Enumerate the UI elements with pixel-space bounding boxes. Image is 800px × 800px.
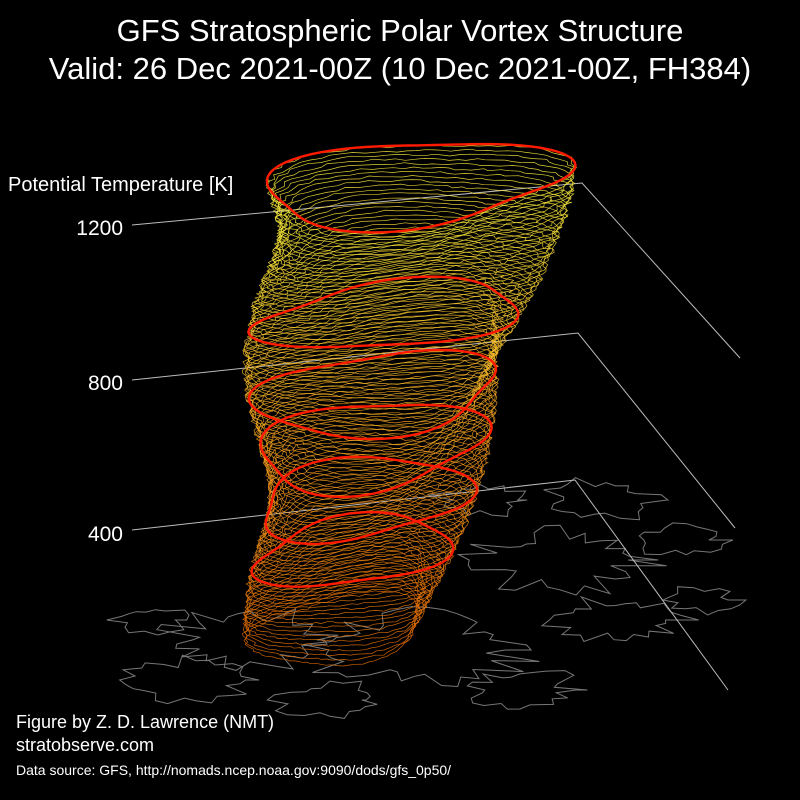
isentropic-contour bbox=[244, 314, 498, 396]
coastline-segment bbox=[303, 606, 540, 688]
isentropic-contour bbox=[259, 469, 473, 556]
grid-line bbox=[131, 332, 736, 529]
vortex-surface bbox=[241, 142, 578, 667]
isentropic-contour bbox=[263, 423, 491, 517]
highlighted-contour bbox=[247, 275, 520, 349]
isentropic-contour bbox=[261, 465, 475, 553]
isentropic-contour bbox=[271, 162, 576, 249]
highlighted-contour bbox=[259, 403, 493, 499]
coastline-segment bbox=[661, 586, 748, 616]
isentropic-contour bbox=[255, 379, 498, 476]
isentropic-contour bbox=[247, 532, 444, 605]
isentropic-contour bbox=[250, 501, 460, 580]
isentropic-contour bbox=[244, 341, 500, 431]
z-tick-label: 400 bbox=[88, 523, 123, 546]
coastline-map bbox=[106, 477, 748, 719]
coastline-segment bbox=[266, 680, 378, 719]
isentropic-contour bbox=[265, 148, 578, 238]
isentropic-contour bbox=[262, 218, 555, 294]
isentropic-contour bbox=[258, 230, 549, 306]
isentropic-contour bbox=[261, 415, 490, 509]
highlighted-contour bbox=[265, 142, 577, 234]
isentropic-contour bbox=[255, 393, 495, 489]
isentropic-contour bbox=[266, 439, 486, 532]
isentropic-contour bbox=[244, 549, 434, 620]
chart-subtitle: Valid: 26 Dec 2021-00Z (10 Dec 2021-00Z,… bbox=[48, 51, 752, 86]
isentropic-contour bbox=[264, 452, 481, 542]
coastline-segment bbox=[466, 670, 588, 710]
isentropic-contour bbox=[258, 407, 493, 502]
isentropic-contour bbox=[244, 303, 504, 380]
isentropic-contour bbox=[263, 214, 557, 291]
isentropic-contour bbox=[274, 175, 573, 260]
isentropic-contour bbox=[267, 205, 561, 284]
isentropic-contour bbox=[274, 179, 568, 263]
highlighted-contour bbox=[264, 455, 479, 546]
isentropic-contour bbox=[253, 243, 544, 317]
author-credit: Figure by Z. D. Lawrence (NMT) bbox=[16, 712, 275, 732]
isentropic-contour bbox=[271, 166, 575, 253]
z-tick-label: 1200 bbox=[76, 217, 123, 240]
data-source-credit: Data source: GFS, http://nomads.ncep.noa… bbox=[16, 762, 452, 778]
isentropic-contour bbox=[245, 345, 498, 436]
isentropic-contour bbox=[242, 310, 500, 390]
isentropic-contour bbox=[245, 536, 444, 609]
grid-line bbox=[131, 182, 741, 359]
isentropic-contour bbox=[252, 496, 463, 577]
coastline-segment bbox=[543, 477, 670, 521]
isentropic-contour bbox=[261, 222, 552, 298]
isentropic-contour bbox=[260, 226, 549, 302]
isentropic-contour bbox=[243, 322, 500, 406]
chart-title: GFS Stratospheric Polar Vortex Structure bbox=[116, 13, 684, 48]
isentropic-contour bbox=[248, 358, 500, 452]
isentropic-contour bbox=[258, 398, 496, 493]
isentropic-contour bbox=[273, 183, 569, 266]
grid-line bbox=[131, 479, 729, 691]
coastline-segment bbox=[106, 609, 190, 636]
z-axis-ticks: 400 800 1200 bbox=[76, 217, 123, 546]
isentropic-contour bbox=[268, 201, 563, 281]
isentropic-contour bbox=[251, 375, 498, 471]
isentropic-contour bbox=[255, 239, 544, 313]
isentropic-contour bbox=[258, 235, 547, 310]
isentropic-contour bbox=[244, 557, 432, 629]
isentropic-contour bbox=[267, 435, 485, 528]
isentropic-contour bbox=[246, 545, 438, 617]
isentropic-contour bbox=[241, 582, 421, 656]
isentropic-contour bbox=[243, 586, 419, 661]
isentropic-contour bbox=[242, 294, 506, 370]
coastline-segment bbox=[427, 483, 528, 517]
axis-grid bbox=[131, 182, 741, 691]
isentropic-contour bbox=[272, 170, 572, 256]
isentropic-contour bbox=[263, 419, 491, 513]
isentropic-contour bbox=[265, 427, 488, 521]
coastline-segment bbox=[540, 595, 699, 643]
isentropic-contour bbox=[245, 353, 499, 446]
isentropic-contour bbox=[267, 431, 490, 525]
isentropic-contour bbox=[267, 153, 575, 243]
coastline-segment bbox=[118, 654, 260, 705]
isentropic-contour bbox=[242, 298, 503, 375]
isentropic-contour bbox=[254, 487, 465, 569]
coastline-segment bbox=[456, 524, 667, 596]
isentropic-contour bbox=[266, 144, 576, 235]
isentropic-contour bbox=[244, 333, 499, 421]
z-axis-label: Potential Temperature [K] bbox=[8, 174, 234, 196]
isentropic-contour bbox=[269, 158, 575, 245]
coastline-segment bbox=[155, 608, 339, 671]
isentropic-contour bbox=[253, 384, 497, 480]
coastline-segment bbox=[638, 522, 734, 556]
website-credit: stratobserve.com bbox=[16, 735, 155, 755]
isentropic-contour bbox=[251, 248, 540, 321]
highlighted-contour bbox=[247, 348, 498, 441]
isentropic-contour bbox=[242, 570, 425, 642]
isentropic-contour bbox=[249, 279, 519, 353]
highlighted-contour bbox=[250, 510, 455, 588]
z-tick-label: 800 bbox=[88, 372, 123, 395]
isentropic-contour bbox=[244, 590, 421, 667]
isentropic-contour bbox=[243, 578, 422, 652]
isentropic-contour bbox=[247, 515, 455, 591]
